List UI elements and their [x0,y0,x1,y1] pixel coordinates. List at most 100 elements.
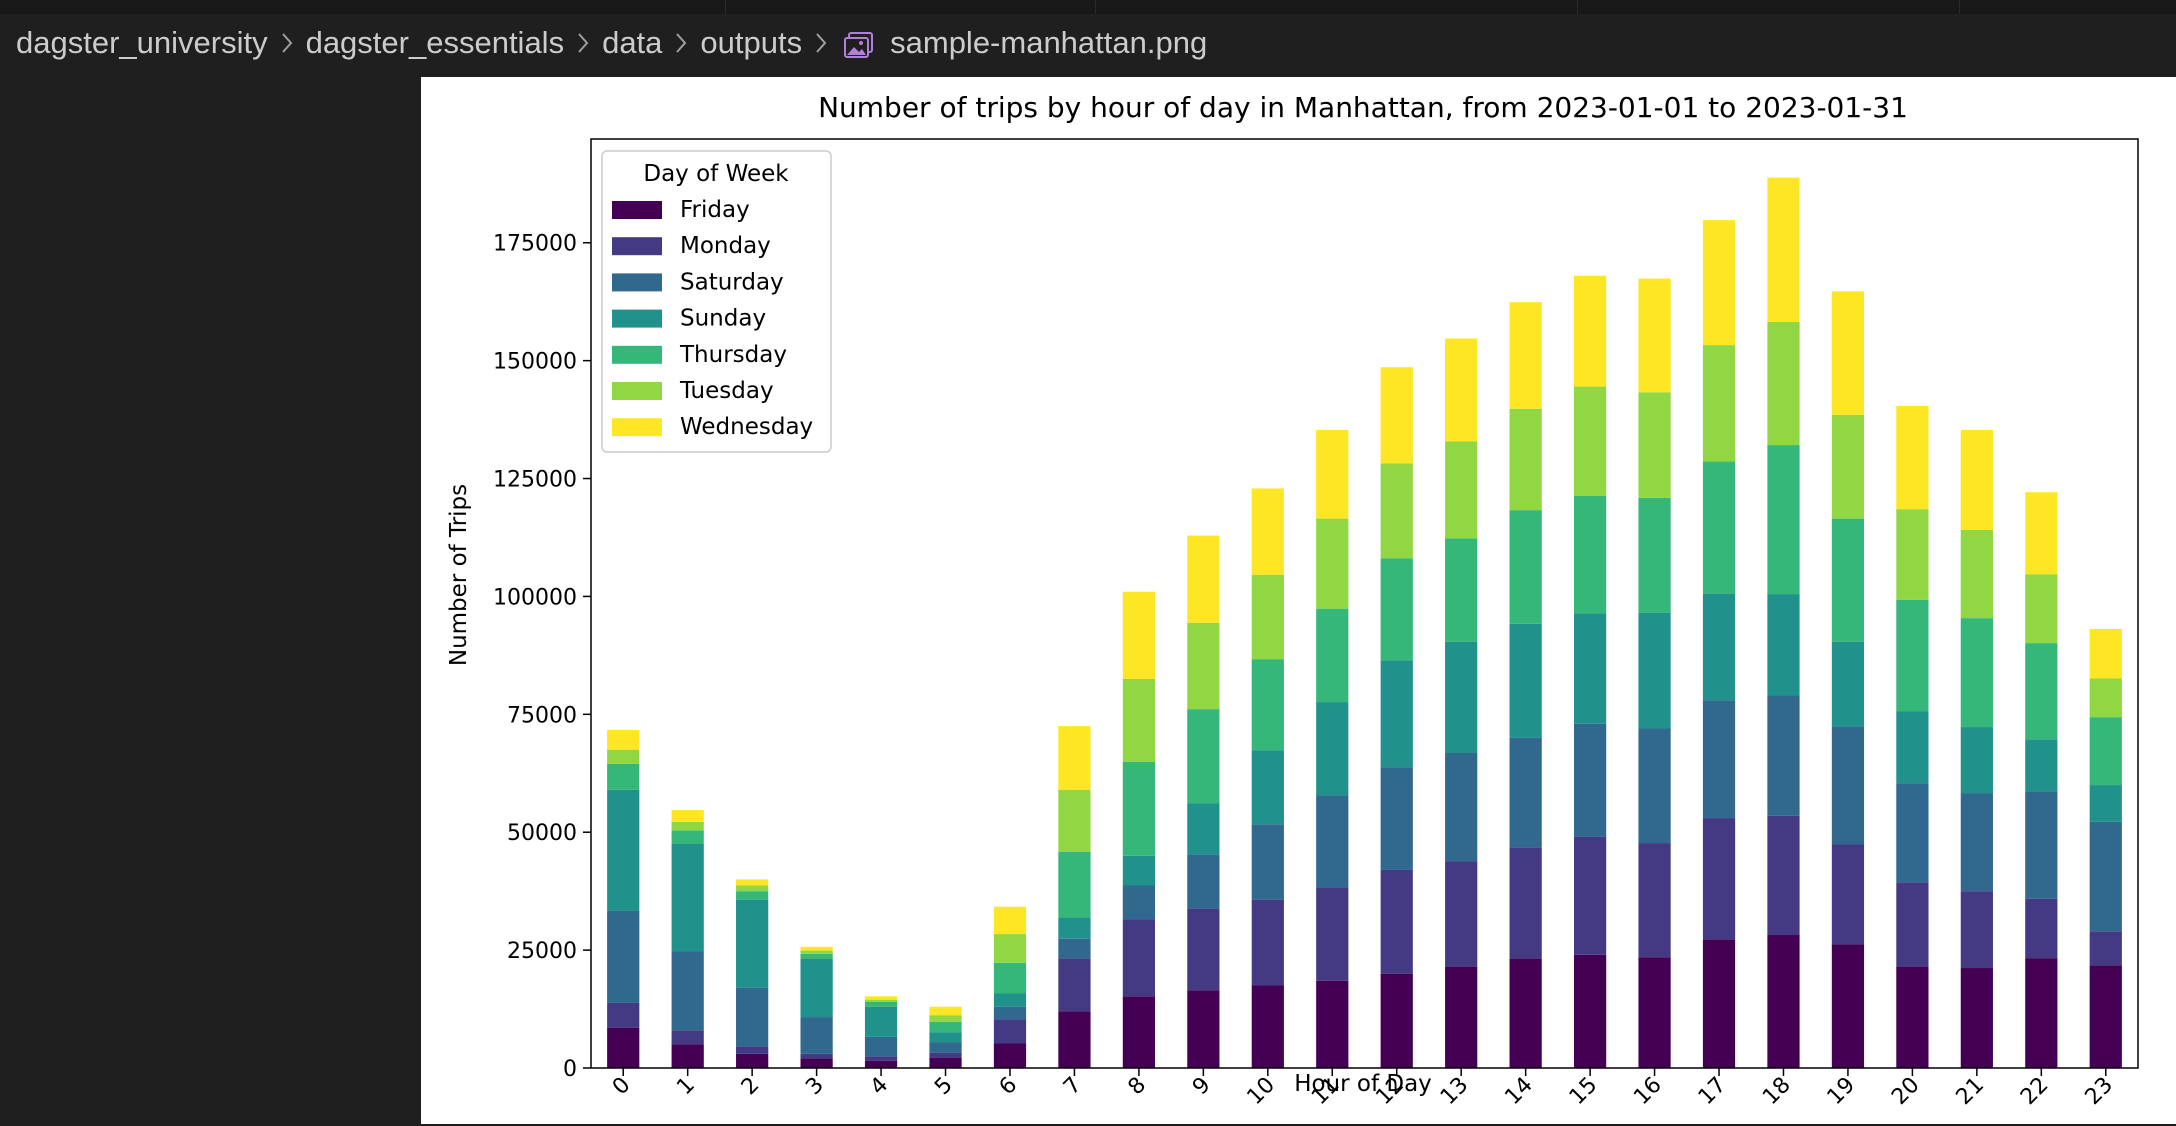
bar-segment-tuesday [1445,441,1478,539]
bar-segment-sunday [800,958,833,1018]
editor-tab[interactable] [1095,0,1578,14]
bar-segment-saturday [1251,824,1284,900]
legend-label-wednesday: Wednesday [680,414,813,440]
legend-swatch-monday [612,237,662,256]
bar-segment-saturday [1316,795,1349,888]
legend-title: Day of Week [643,161,789,187]
legend-swatch-sunday [612,309,662,328]
bar-segment-tuesday [1960,529,1993,619]
breadcrumb: dagster_university dagster_essentials da… [0,14,2176,72]
bar-segment-saturday [800,1017,833,1054]
bar-segment-saturday [671,951,704,1031]
bar-segment-wednesday [1380,367,1413,464]
bar-segment-saturday [1960,793,1993,892]
x-tick-label: 1 [672,1073,700,1101]
bar-segment-monday [1767,815,1800,936]
bar-segment-sunday [1831,641,1865,727]
bar-segment-wednesday [2025,492,2058,575]
breadcrumb-item-outputs[interactable]: outputs [700,25,803,60]
bar-segment-friday [1638,957,1671,1068]
x-tick-label: 21 [1952,1073,1989,1110]
image-preview: Number of trips by hour of day in Manhat… [421,77,2176,1124]
bar-segment-monday [2025,898,2058,959]
y-tick-label: 125000 [493,468,577,493]
bar-segment-tuesday [2025,574,2058,644]
x-tick-label: 20 [1887,1073,1924,1110]
chart-title: Number of trips by hour of day in Manhat… [818,91,1908,124]
bar-segment-tuesday [1316,518,1349,609]
bar-segment-tuesday [1187,622,1220,710]
bar-segment-saturday [1896,783,1929,883]
bar-segment-sunday [736,899,769,988]
bar-segment-thursday [1638,497,1671,613]
y-tick-label: 0 [563,1057,577,1082]
bar-segment-monday [1638,843,1671,958]
bar-segment-saturday [1187,854,1220,909]
bar-segment-tuesday [1058,789,1091,853]
bar-segment-friday [1380,973,1413,1068]
chevron-right-icon [662,31,700,55]
bar-segment-sunday [1122,855,1156,886]
bar-segment-thursday [1573,495,1607,614]
bar-segment-tuesday [1122,678,1156,762]
legend-label-tuesday: Tuesday [679,378,774,404]
bar-segment-thursday [1058,852,1091,918]
bar-segment-sunday [993,993,1027,1007]
bar-segment-sunday [1058,917,1091,939]
bar-segment-wednesday [1316,429,1349,519]
bar-segment-tuesday [1896,509,1929,600]
bar-segment-monday [1380,869,1413,974]
bar-segment-saturday [1573,723,1607,837]
bar-segment-friday [1573,954,1607,1068]
stacked-bar-chart: Number of trips by hour of day in Manhat… [446,91,2139,1110]
bar-segment-friday [1509,958,1542,1068]
editor-tab[interactable] [1959,0,2176,14]
bar-segment-sunday [1187,803,1220,855]
bar-segment-saturday [1831,726,1865,845]
bar-segment-thursday [929,1021,962,1033]
bar-segment-saturday [1509,737,1542,848]
breadcrumb-file-name[interactable]: sample-manhattan.png [890,25,1208,60]
legend: Day of Week Friday Monday Saturday Sunday Th… [601,150,832,453]
bar-segment-wednesday [993,906,1027,935]
bar-segment-monday [929,1052,962,1058]
editor-tab[interactable] [1577,0,1960,14]
bar-segment-thursday [2025,643,2058,740]
bar-segment-friday [929,1057,962,1068]
chevron-right-icon [268,31,306,55]
legend-swatch-saturday [612,273,662,292]
bar-segment-tuesday [2089,678,2122,718]
bar-segment-wednesday [1058,726,1091,790]
editor-tab-strip [0,0,2176,14]
bar-segment-friday [1960,968,1993,1068]
legend-label-sunday: Sunday [680,306,766,332]
bar-segment-thursday [800,953,833,959]
breadcrumb-item-data[interactable]: data [602,25,663,60]
breadcrumb-item-dagster-essentials[interactable]: dagster_essentials [305,25,565,60]
x-tick-label: 22 [2016,1073,2053,1110]
x-tick-label: 9 [1188,1073,1216,1101]
bar-segment-sunday [1638,612,1671,729]
bar-segment-monday [2089,931,2122,966]
bar-segment-tuesday [800,950,833,954]
bar-segment-monday [1573,836,1607,955]
breadcrumb-item-dagster-university[interactable]: dagster_university [16,25,268,60]
y-tick-label: 150000 [493,350,577,375]
legend-label-thursday: Thursday [679,342,787,368]
x-tick-label: 18 [1758,1073,1795,1110]
bar-segment-tuesday [1380,463,1413,559]
x-tick-label: 17 [1694,1073,1731,1110]
bar-segment-thursday [607,763,640,790]
x-tick-label: 13 [1436,1073,1473,1110]
bar-segment-friday [736,1053,769,1068]
bar-segment-monday [1702,818,1736,940]
x-tick-label: 16 [1629,1073,1666,1110]
bar-segment-sunday [1445,641,1478,753]
editor-tab[interactable] [725,0,1096,14]
x-tick-label: 14 [1500,1073,1537,1110]
legend-swatch-wednesday [612,418,662,437]
y-axis-label: Number of Trips [446,484,472,666]
bar-segment-saturday [607,910,640,1003]
bar-segment-thursday [1187,709,1220,804]
bar-segment-sunday [1251,750,1284,825]
